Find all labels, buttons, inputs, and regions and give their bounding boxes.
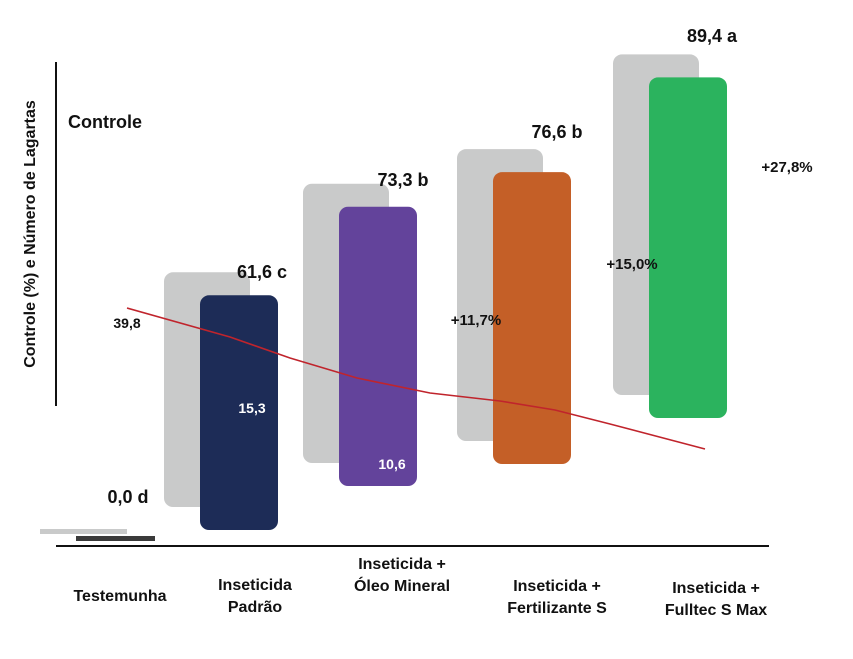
controle-value-label-1: 61,6 c bbox=[237, 262, 287, 282]
bar-4 bbox=[649, 77, 727, 419]
lagartas-value-label-2: 10,6 bbox=[378, 456, 405, 472]
controle-value-label-0: 0,0 d bbox=[107, 487, 148, 507]
y-axis-label: Controle (%) e Número de Lagartas bbox=[22, 100, 39, 368]
lagartas-value-label-0: 39,8 bbox=[113, 315, 140, 331]
bar-3 bbox=[493, 172, 571, 465]
category-label-3-1: Fertilizante S bbox=[507, 600, 607, 617]
category-label-4-1: Fulltec S Max bbox=[665, 602, 767, 619]
category-label-4-0: Inseticida + bbox=[672, 580, 760, 597]
gain-label-3: +15,0% bbox=[606, 256, 657, 273]
bar-testemunha bbox=[76, 536, 155, 541]
lagartas-value-label-1: 15,3 bbox=[238, 400, 265, 416]
controle-value-label-3: 76,6 b bbox=[531, 122, 582, 142]
labels: 0,0 d 61,6 c 73,3 b 76,6 b 89,4 a +11,7% +15,0… bbox=[73, 26, 812, 619]
controle-legend-label: Controle bbox=[68, 112, 142, 132]
gain-label-2: +11,7% bbox=[451, 312, 501, 329]
bar-1 bbox=[200, 295, 278, 530]
category-label-0-0: Testemunha bbox=[73, 588, 166, 605]
category-label-1-0: Inseticida bbox=[218, 577, 292, 594]
category-label-2-0: Inseticida + bbox=[358, 556, 446, 573]
controle-value-label-4: 89,4 a bbox=[687, 26, 738, 46]
controle-value-label-2: 73,3 b bbox=[377, 170, 428, 190]
axes: Controle (%) e Número de Lagartas Contro… bbox=[22, 62, 769, 547]
lagartas-trend-line bbox=[126, 307, 706, 450]
gain-label-4: +27,8% bbox=[761, 159, 812, 176]
bar-2 bbox=[339, 206, 417, 487]
category-label-3-0: Inseticida + bbox=[513, 578, 601, 595]
category-label-1-1: Padrão bbox=[228, 599, 282, 616]
category-label-2-1: Óleo Mineral bbox=[354, 576, 450, 595]
trend-line-group bbox=[126, 307, 706, 450]
shadow-bar-testemunha bbox=[40, 529, 127, 534]
bars bbox=[76, 77, 727, 541]
